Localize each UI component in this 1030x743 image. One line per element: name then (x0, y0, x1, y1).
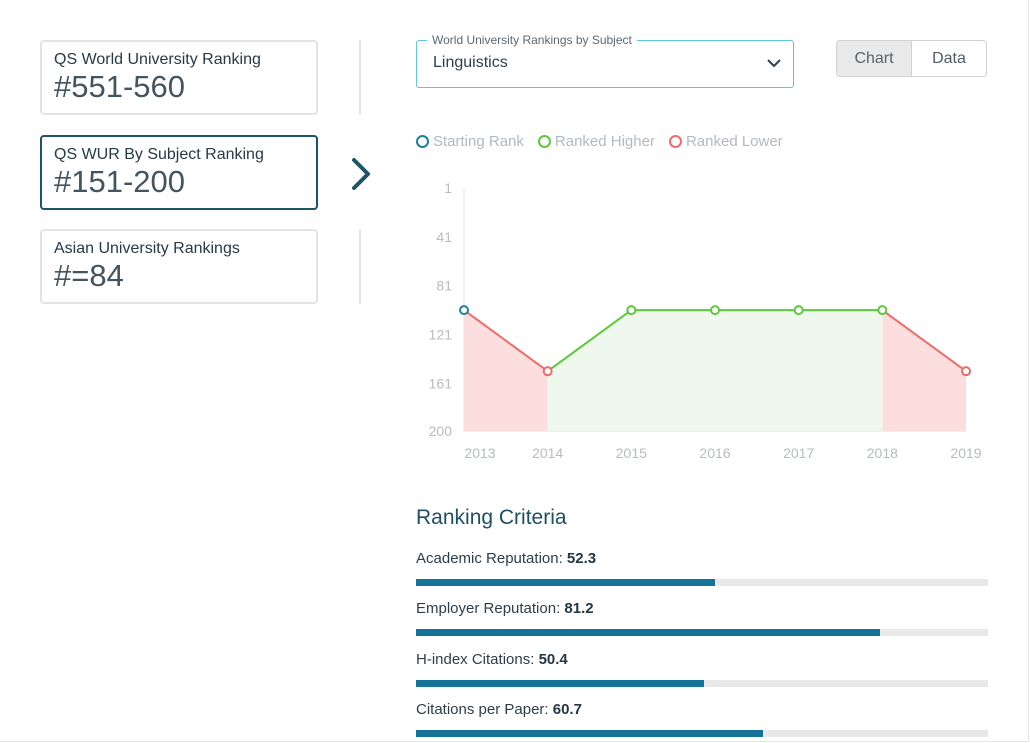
divider (359, 40, 361, 115)
criterion-score: 50.4 (538, 651, 568, 668)
data-point (877, 305, 888, 316)
series-line-segment (463, 309, 549, 372)
criterion-bar-fill (416, 629, 881, 636)
ranking-card-asian[interactable]: Asian University Rankings #=84 (40, 229, 318, 304)
criterion-citations-per-paper: Citations per Paper: 60.7 (416, 701, 988, 737)
ranking-card-label: Asian University Rankings (54, 240, 240, 257)
subject-select-label: World University Rankings by Subject (427, 33, 637, 47)
criterion-score: 81.2 (564, 600, 594, 617)
criterion-bar-fill (416, 579, 716, 586)
area-segment-higher (798, 310, 883, 431)
chevron-right-icon (352, 158, 370, 190)
criterion-bar-track (416, 680, 988, 687)
criterion-bar-track (416, 730, 988, 737)
x-tick-label: 2018 (867, 445, 898, 461)
divider (359, 229, 361, 304)
ranking-card-value: #551-560 (54, 69, 186, 104)
area-segment-lower (882, 310, 966, 431)
data-point (542, 366, 553, 377)
y-tick-label: 1 (444, 180, 452, 196)
area-segment-lower (464, 310, 548, 431)
chevron-down-icon (767, 59, 781, 68)
criterion-h-index-citations: H-index Citations: 50.4 (416, 651, 988, 687)
ranking-card-value: #=84 (54, 258, 124, 293)
data-point (626, 305, 637, 316)
ranking-card-world[interactable]: QS World University Ranking #551-560 (40, 40, 318, 115)
criterion-label: Citations per Paper: (416, 701, 549, 718)
chart-legend: Starting Rank Ranked Higher Ranked Lower (416, 133, 783, 150)
circle-icon (668, 135, 682, 148)
x-tick-label: 2017 (783, 445, 814, 461)
ranking-card-subject[interactable]: QS WUR By Subject Ranking #151-200 (40, 135, 318, 210)
ranking-card-value: #151-200 (54, 164, 186, 199)
x-tick-label: 2014 (532, 445, 563, 461)
criterion-academic-reputation: Academic Reputation: 52.3 (416, 550, 988, 586)
data-view-button[interactable]: Data (932, 49, 966, 67)
legend-label: Starting Rank (433, 133, 524, 150)
criterion-employer-reputation: Employer Reputation: 81.2 (416, 600, 988, 636)
criterion-bar-fill (416, 680, 705, 687)
ranking-card-label: QS World University Ranking (54, 51, 261, 68)
y-tick-label: 161 (429, 375, 453, 391)
data-point (793, 305, 804, 316)
y-tick-label: 41 (436, 229, 452, 245)
criterion-bar-track (416, 629, 988, 636)
x-tick-label: 2013 (464, 445, 495, 461)
criterion-label: Academic Reputation: (416, 550, 563, 567)
criterion-bar-fill (416, 730, 764, 737)
y-tick-label: 200 (429, 423, 453, 439)
legend-ranked-higher[interactable]: Ranked Higher (537, 133, 655, 150)
data-point (710, 305, 720, 316)
subject-select-value: Linguistics (433, 54, 508, 71)
criterion-label: Employer Reputation: (416, 600, 561, 617)
legend-label: Ranked Lower (685, 133, 783, 150)
x-tick-label: 2019 (950, 445, 981, 461)
area-segment-higher (547, 310, 632, 431)
legend-ranked-lower[interactable]: Ranked Lower (668, 133, 783, 150)
area-segment-higher (715, 310, 799, 431)
legend-label: Ranked Higher (554, 133, 655, 150)
chart-view-button[interactable]: Chart (837, 41, 912, 76)
criterion-score: 60.7 (552, 701, 582, 718)
ranking-card-label: QS WUR By Subject Ranking (54, 146, 264, 163)
area-segment-higher (631, 310, 715, 431)
y-tick-label: 81 (436, 278, 452, 294)
circle-icon (416, 135, 429, 148)
criterion-label: H-index Citations: (416, 651, 535, 668)
legend-starting-rank[interactable]: Starting Rank (416, 133, 524, 150)
criterion-bar-track (416, 579, 988, 586)
y-tick-label: 121 (429, 327, 453, 343)
x-tick-label: 2016 (699, 445, 730, 461)
circle-icon (537, 135, 551, 148)
view-toggle: Chart Data (836, 40, 987, 77)
ranking-history-chart: 1 41 81 121 161 200 2013 2014 2015 2016 2017 2018 20… (429, 180, 982, 461)
ranking-criteria-title: Ranking Criteria (416, 506, 567, 529)
data-point (961, 366, 971, 377)
subject-select[interactable]: World University Rankings by Subject Lin… (416, 33, 794, 88)
data-point (459, 305, 469, 316)
criterion-score: 52.3 (566, 550, 597, 567)
x-tick-label: 2015 (616, 445, 647, 461)
series-line-segment (547, 309, 632, 372)
series-line-segment (881, 309, 967, 372)
